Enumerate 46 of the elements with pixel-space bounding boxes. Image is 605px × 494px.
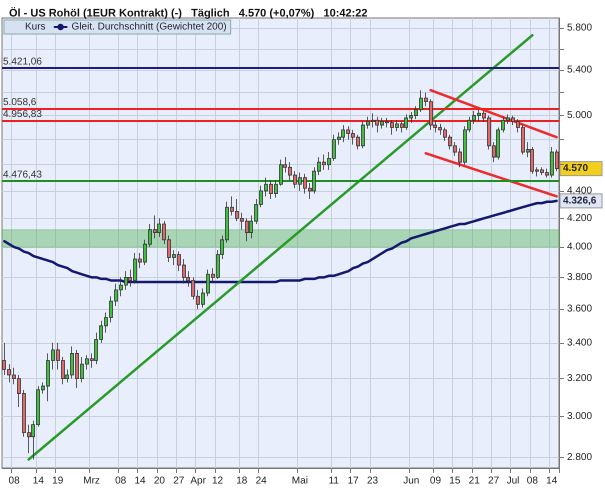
y-tick-label: 5.400 [567, 64, 592, 76]
x-tick-label: 08 [115, 476, 127, 486]
y-tick-label: 3.200 [567, 373, 592, 384]
x-tick-label: 24 [256, 476, 268, 486]
ref-line-label: 4.956,83 [3, 109, 42, 120]
x-tick-label: 17 [348, 476, 360, 486]
y-tick-label: 5.000 [567, 110, 592, 122]
y-tick-label: 3.600 [567, 304, 592, 315]
x-tick-label: 14 [546, 476, 558, 486]
y-tick-label: 3.000 [567, 411, 592, 422]
x-tick-label: 21 [468, 476, 480, 486]
x-tick-label: Jun [403, 476, 420, 486]
x-tick-label: 19 [52, 476, 64, 486]
x-tick-label: 27 [173, 476, 185, 486]
line-series [3, 200, 558, 284]
x-tick-label: 08 [8, 476, 20, 486]
y-tick-label: 3.800 [567, 272, 592, 283]
x-tick-label: 12 [212, 476, 224, 486]
x-tick-label: 23 [366, 476, 379, 486]
x-tick-label: Mai [292, 476, 308, 486]
text: 4.326,6 [563, 195, 597, 206]
x-tick-label: 14 [32, 476, 44, 486]
y-tick-label: 4.200 [567, 212, 592, 224]
text: 4.570 [563, 163, 588, 174]
y-tick-label: 4.400 [567, 185, 592, 196]
x-tick-label: 11 [328, 476, 340, 486]
ref-line-label: 5.421,06 [3, 56, 42, 68]
x-tick-label: Mrz [83, 476, 100, 486]
chart-title: Öl - US Rohöl (1EUR Kontrakt) (-) Täglich 4.570 (+0,07%) 10:42:22 [9, 6, 368, 20]
x-tick-label: Jul [506, 476, 520, 486]
legend-label: Gleit. Durchschnitt (Gewichtet 200) [72, 22, 227, 32]
x-tick-label: 09 [430, 476, 442, 486]
ref-line-label: 4.476,43 [3, 169, 42, 180]
ref-line-label: 5.058,6 [3, 97, 37, 108]
x-tick-label: 27 [488, 476, 500, 486]
text: Kurs [25, 22, 46, 32]
y-tick-label: 4.000 [567, 242, 592, 253]
x-tick-label: 08 [526, 476, 538, 486]
x-tick-label: 15 [449, 476, 461, 486]
y-tick-label: 2.800 [567, 452, 592, 463]
x-tick-label: Apr [190, 476, 207, 486]
y-tick-label: 5.800 [567, 22, 592, 34]
y-tick-label: 3.400 [567, 337, 592, 348]
x-tick-label: 14 [134, 476, 146, 486]
x-tick-label: 20 [154, 476, 166, 486]
x-tick-label: 18 [236, 476, 248, 486]
